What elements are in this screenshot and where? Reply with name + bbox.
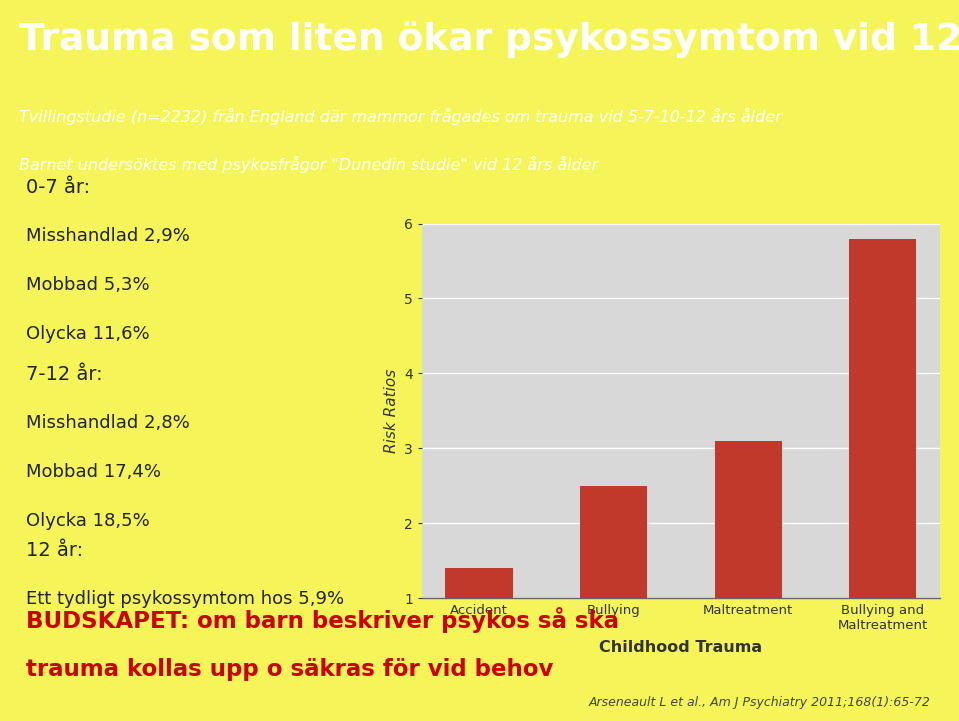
Bar	[849, 239, 916, 598]
Text: Mobbad 17,4%: Mobbad 17,4%	[26, 463, 161, 481]
Text: Barnet undersöktes med psykosfrågor "Dunedin studie" vid 12 års ålder: Barnet undersöktes med psykosfrågor "Dun…	[19, 156, 598, 173]
Bar	[714, 441, 782, 598]
Bar	[580, 486, 647, 598]
Text: 0-7 år:: 0-7 år:	[26, 178, 90, 198]
Text: Olycka 18,5%: Olycka 18,5%	[26, 512, 150, 530]
Y-axis label: Risk Ratios: Risk Ratios	[384, 369, 399, 453]
Text: Mobbad 5,3%: Mobbad 5,3%	[26, 276, 150, 294]
Text: Misshandlad 2,9%: Misshandlad 2,9%	[26, 227, 190, 245]
Text: Olycka 11,6%: Olycka 11,6%	[26, 325, 150, 343]
Text: Misshandlad 2,8%: Misshandlad 2,8%	[26, 414, 190, 432]
Text: trauma kollas upp o säkras för vid behov: trauma kollas upp o säkras för vid behov	[27, 658, 554, 681]
Text: Arseneault L et al., Am J Psychiatry 2011;168(1):65-72: Arseneault L et al., Am J Psychiatry 201…	[589, 696, 930, 709]
Text: 7-12 år:: 7-12 år:	[26, 365, 103, 384]
Text: BUDSKAPET: om barn beskriver psykos så ska: BUDSKAPET: om barn beskriver psykos så s…	[27, 607, 620, 634]
Text: Ett tydligt psykossymtom hos 5,9%: Ett tydligt psykossymtom hos 5,9%	[26, 590, 344, 608]
Text: Trauma som liten ökar psykossymtom vid 12 år: Trauma som liten ökar psykossymtom vid 1…	[19, 17, 959, 58]
Text: 12 år:: 12 år:	[26, 541, 82, 560]
Bar	[446, 568, 513, 598]
X-axis label: Childhood Trauma: Childhood Trauma	[599, 640, 762, 655]
Text: Tvillingstudie (n=2232) från England där mammor frågades om trauma vid 5-7-10-12: Tvillingstudie (n=2232) från England där…	[19, 108, 782, 125]
